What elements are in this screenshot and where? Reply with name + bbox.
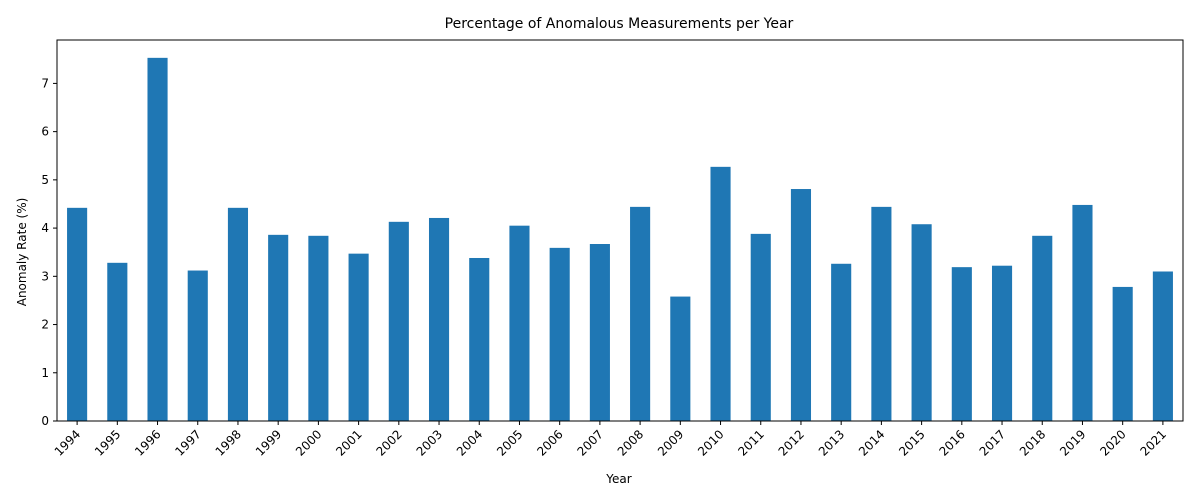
bar-2014 [871,206,892,421]
bar-2001 [348,253,369,421]
bar-2000 [308,235,329,421]
y-tick-label: 3 [41,269,49,283]
x-tick-label: 2014 [856,427,887,458]
y-tick-label: 2 [41,318,49,332]
x-tick-label: 2004 [454,427,485,458]
x-tick-label: 2002 [373,427,404,458]
x-tick-label: 1996 [132,427,163,458]
y-tick-label: 5 [41,173,49,187]
y-tick-label: 6 [41,125,49,139]
x-tick-label: 2019 [1057,427,1088,458]
bar-2019 [1072,204,1093,421]
x-tick-label: 2007 [575,427,606,458]
y-axis-label: Anomaly Rate (%) [15,198,29,307]
bar-2016 [951,267,972,421]
x-tick-label: 2010 [695,427,726,458]
bar-2011 [750,233,771,421]
x-tick-label: 1994 [52,427,83,458]
bar-1998 [227,207,249,421]
bar-2002 [388,221,409,421]
bar-1995 [107,262,128,421]
bar-2015 [911,224,932,421]
y-tick-label: 1 [41,366,49,380]
bar-2012 [790,189,812,421]
x-tick-label: 2001 [333,427,364,458]
bar-2006 [549,247,570,421]
bars-group [67,57,1173,422]
x-tick-label: 2017 [977,427,1008,458]
x-tick-label: 2006 [534,427,565,458]
x-tick-label: 2013 [816,427,847,458]
x-tick-label: 2012 [776,427,807,458]
bar-2010 [710,166,731,421]
bar-2017 [991,265,1013,421]
x-tick-label: 1997 [172,427,203,458]
x-tick-label: 2015 [896,427,927,458]
x-tick-label: 2018 [1017,427,1048,458]
x-tick-label: 2008 [615,427,646,458]
x-tick-label: 2011 [735,427,766,458]
y-tick-label: 0 [41,414,49,428]
x-tick-label: 2005 [494,427,525,458]
x-axis-label: Year [605,472,631,486]
bar-2009 [670,296,691,421]
bar-2004 [469,257,490,421]
x-tick-label: 2016 [936,427,967,458]
x-tick-label: 2021 [1138,427,1169,458]
bar-2008 [630,206,651,421]
y-axis-ticks: 0 1 2 3 4 5 6 7 [41,76,57,428]
chart-title: Percentage of Anomalous Measurements per… [445,16,794,32]
x-tick-label: 1995 [92,427,123,458]
x-tick-label: 2020 [1097,427,1128,458]
x-axis-ticks: 1994 1995 1996 1997 1998 1999 2000 2001 2002 2003… [52,421,1169,459]
y-tick-label: 4 [41,221,49,235]
plot-frame [56,39,1184,422]
x-tick-label: 2009 [655,427,686,458]
bar-2018 [1032,235,1053,421]
x-tick-label: 2000 [293,427,324,458]
bar-2003 [428,217,450,421]
bar-1997 [187,270,208,421]
bar-2005 [509,225,530,421]
x-tick-label: 1998 [213,427,244,458]
bar-2013 [831,263,852,421]
bar-2020 [1112,286,1133,421]
bar-2021 [1152,271,1173,421]
x-tick-label: 1999 [253,427,284,458]
bar-1996 [147,57,168,422]
y-tick-label: 7 [41,76,49,90]
bar-2007 [589,244,610,421]
bar-1999 [268,234,289,421]
bar-1994 [67,207,88,421]
x-tick-label: 2003 [414,427,445,458]
